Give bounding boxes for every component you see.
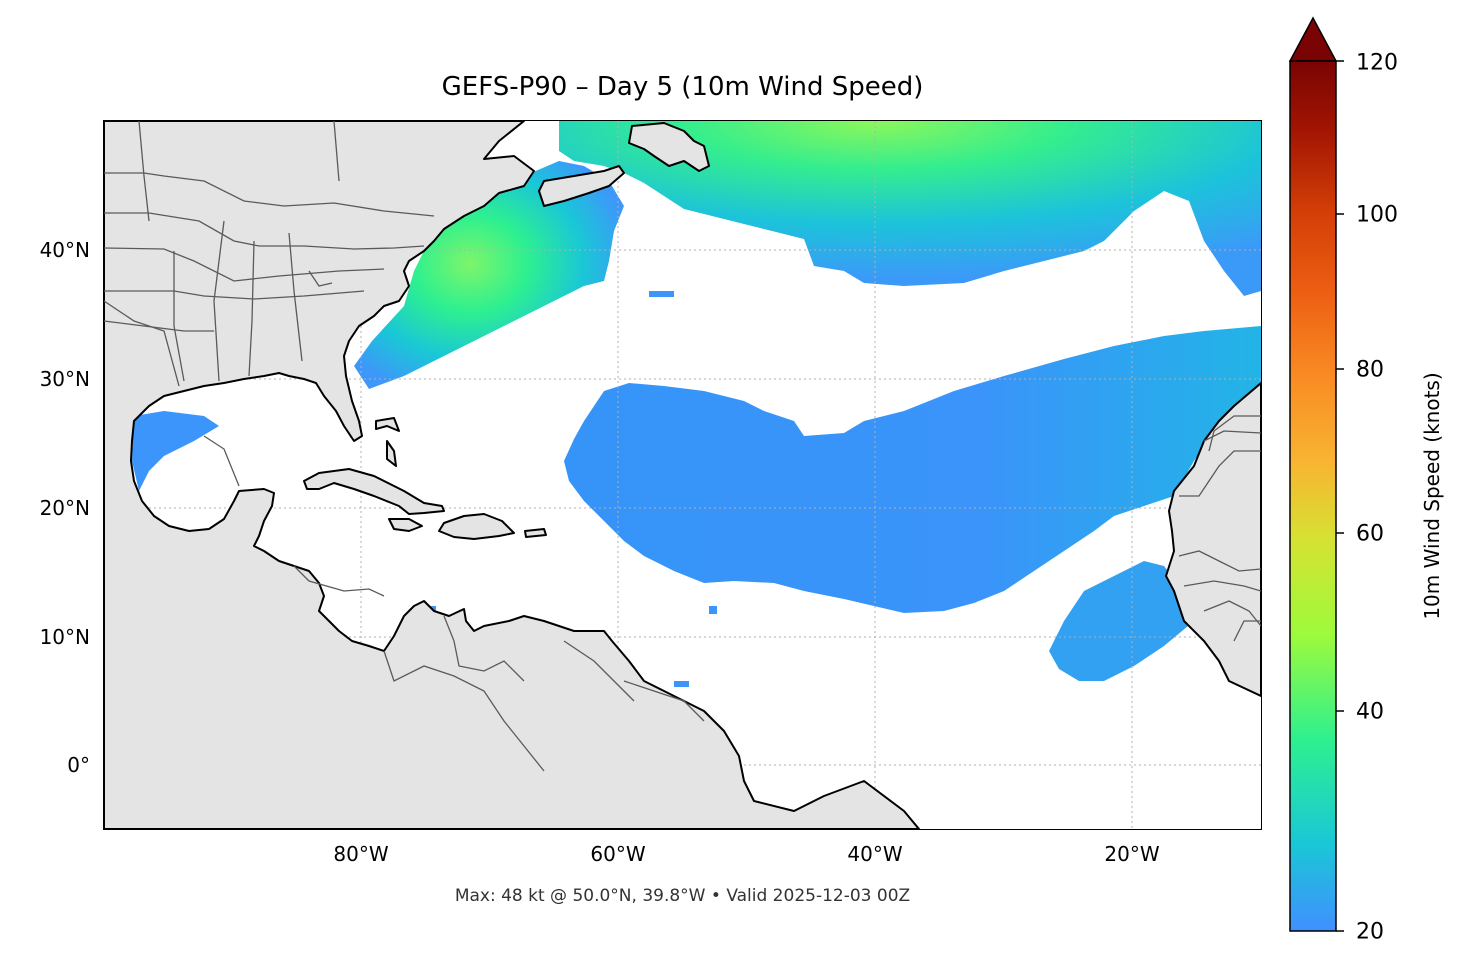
x-tick-label: 80°W xyxy=(333,842,389,866)
map-plot-area[interactable] xyxy=(104,121,1261,829)
cuba xyxy=(303,468,445,515)
map-canvas xyxy=(104,121,1261,829)
colorbar-tick-marks xyxy=(1336,60,1344,932)
colorbar-tick-label: 120 xyxy=(1356,50,1398,76)
map-title: GEFS-P90 – Day 5 (10m Wind Speed) xyxy=(441,72,924,102)
y-tick-label: 40°N xyxy=(39,238,90,262)
newfoundland xyxy=(628,122,710,172)
nova-scotia xyxy=(538,165,625,207)
puerto-rico xyxy=(524,528,547,538)
y-tick-label: 0° xyxy=(67,753,90,777)
colorbar-label: 10m Wind Speed (knots) xyxy=(1420,372,1444,620)
colorbar-tick-label: 60 xyxy=(1356,521,1384,547)
colorbar xyxy=(1286,14,1346,936)
colorbar-tick-label: 100 xyxy=(1356,202,1398,228)
borders xyxy=(104,121,1261,772)
y-tick-label: 20°N xyxy=(39,496,90,520)
x-tick-label: 20°W xyxy=(1104,842,1160,866)
jamaica xyxy=(388,518,423,532)
africa xyxy=(1165,382,1261,697)
colorbar-extend-arrow xyxy=(1288,16,1338,62)
max-valid-caption: Max: 48 kt @ 50.0°N, 39.8°W • Valid 2025… xyxy=(454,886,911,906)
x-tick-label: 40°W xyxy=(847,842,903,866)
colorbar-tick-label: 80 xyxy=(1356,357,1384,383)
hispaniola xyxy=(438,513,515,540)
y-tick-label: 10°N xyxy=(39,625,90,649)
colorbar-tick-label: 20 xyxy=(1356,919,1384,945)
north-america xyxy=(104,121,920,829)
colorbar-gradient xyxy=(1289,60,1337,932)
bahamas xyxy=(375,417,400,467)
y-tick-label: 30°N xyxy=(39,367,90,391)
x-tick-label: 60°W xyxy=(590,842,646,866)
colorbar-tick-label: 40 xyxy=(1356,699,1384,725)
land-masses xyxy=(104,121,1261,829)
